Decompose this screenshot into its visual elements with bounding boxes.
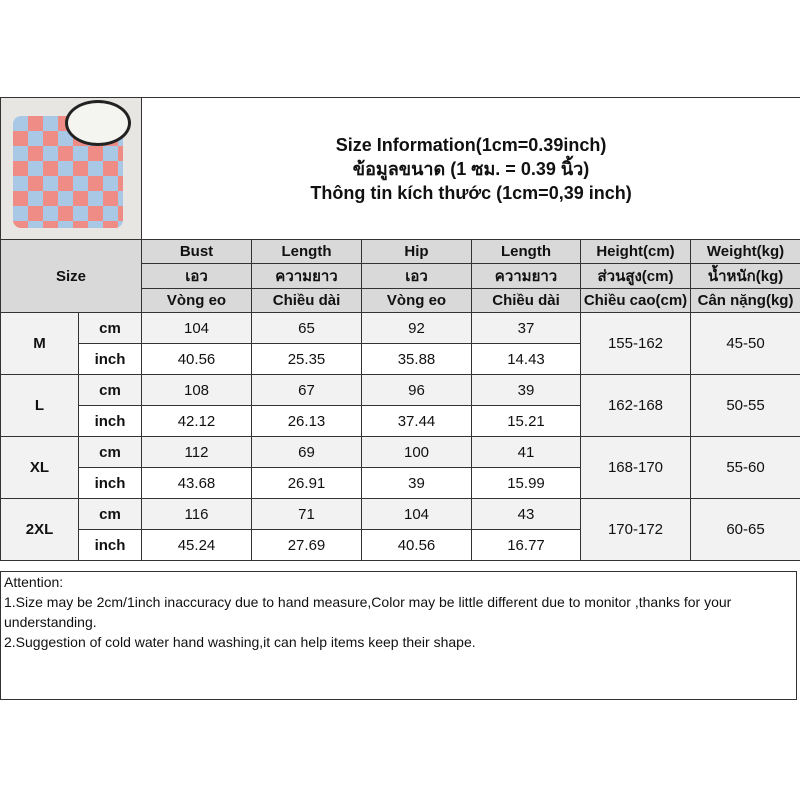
title-th: ข้อมูลขนาด (1 ซม. = 0.39 นิ้ว) <box>352 158 590 179</box>
inch-value: 40.56 <box>361 529 472 561</box>
cm-value: 67 <box>251 374 362 406</box>
cm-value: 41 <box>471 436 581 468</box>
height-range: 155-162 <box>580 312 691 375</box>
height-range: 170-172 <box>580 498 691 561</box>
table-row: inch 45.24 27.69 40.56 16.77 <box>1 529 800 561</box>
column-header-th: ความยาว <box>251 263 362 289</box>
column-header-vi: Chiều cao(cm) <box>580 288 691 313</box>
column-header-th: น้ำหนัก(kg) <box>689 263 800 289</box>
weight-range: 45-50 <box>689 312 800 375</box>
inch-value: 35.88 <box>361 343 472 375</box>
column-header-en: Weight(kg) <box>689 239 800 264</box>
column-header-en: Bust <box>141 239 252 264</box>
inch-value: 14.43 <box>471 343 581 375</box>
inch-value: 26.91 <box>251 467 362 499</box>
table-row: inch 42.12 26.13 37.44 15.21 <box>1 405 800 437</box>
weight-range: 55-60 <box>689 436 800 499</box>
inch-value: 45.24 <box>141 529 252 561</box>
cm-value: 104 <box>361 498 472 530</box>
column-header-en: Length <box>471 239 581 264</box>
cm-value: 112 <box>141 436 252 468</box>
cm-value: 104 <box>141 312 252 344</box>
size-label: XL <box>0 436 79 499</box>
column-header-vi: Vòng eo <box>361 288 472 313</box>
weight-range: 50-55 <box>689 374 800 437</box>
attention-note-2: 2.Suggestion of cold water hand washing,… <box>4 634 476 650</box>
inch-value: 40.56 <box>141 343 252 375</box>
unit-cm: cm <box>78 312 142 344</box>
size-label: 2XL <box>0 498 79 561</box>
table-row: inch 40.56 25.35 35.88 14.43 <box>1 343 800 375</box>
cm-value: 116 <box>141 498 252 530</box>
inch-value: 15.99 <box>471 467 581 499</box>
inch-value: 42.12 <box>141 405 252 437</box>
column-header-th: เอว <box>361 263 472 289</box>
size-label: M <box>0 312 79 375</box>
unit-inch: inch <box>78 343 142 375</box>
inch-value: 39 <box>361 467 472 499</box>
attention-heading: Attention: <box>4 574 64 590</box>
table-row: 2XL cm 116 71 104 43 170-172 60-65 <box>0 498 800 561</box>
column-header-en: Height(cm) <box>580 239 691 264</box>
height-range: 168-170 <box>580 436 691 499</box>
inch-value: 16.77 <box>471 529 581 561</box>
cm-value: 92 <box>361 312 472 344</box>
chart-title: Size Information(1cm=0.39inch) ข้อมูลขนา… <box>140 97 800 240</box>
unit-inch: inch <box>78 405 142 437</box>
size-header: Size <box>0 239 142 313</box>
inch-value: 15.21 <box>471 405 581 437</box>
unit-cm: cm <box>78 498 142 530</box>
inch-value: 43.68 <box>141 467 252 499</box>
table-row: inch 43.68 26.91 39 15.99 <box>1 467 800 499</box>
inch-value: 27.69 <box>251 529 362 561</box>
column-header-th: ความยาว <box>471 263 581 289</box>
column-header-vi: Cân nặng(kg) <box>689 288 800 313</box>
panda-pillow-image <box>65 100 131 146</box>
column-header-vi: Vòng eo <box>141 288 252 313</box>
title-vi: Thông tin kích thước (1cm=0,39 inch) <box>310 182 632 203</box>
cm-value: 71 <box>251 498 362 530</box>
cm-value: 69 <box>251 436 362 468</box>
unit-cm: cm <box>78 374 142 406</box>
weight-range: 60-65 <box>689 498 800 561</box>
inch-value: 25.35 <box>251 343 362 375</box>
column-header-en: Hip <box>361 239 472 264</box>
inch-value: 37.44 <box>361 405 472 437</box>
unit-inch: inch <box>78 467 142 499</box>
size-label: L <box>0 374 79 437</box>
cm-value: 100 <box>361 436 472 468</box>
unit-inch: inch <box>78 529 142 561</box>
cm-value: 108 <box>141 374 252 406</box>
title-en: Size Information(1cm=0.39inch) <box>335 134 607 155</box>
attention-note-1: 1.Size may be 2cm/1inch inaccuracy due t… <box>4 594 732 630</box>
product-photo <box>0 97 142 240</box>
cm-value: 96 <box>361 374 472 406</box>
size-table: Size Information(1cm=0.39inch) ข้อมูลขนา… <box>0 97 800 561</box>
inch-value: 26.13 <box>251 405 362 437</box>
cm-value: 43 <box>471 498 581 530</box>
cm-value: 65 <box>251 312 362 344</box>
attention-notes: Attention: 1.Size may be 2cm/1inch inacc… <box>0 571 797 700</box>
size-chart: Size Information(1cm=0.39inch) ข้อมูลขนา… <box>0 97 800 561</box>
table-row: XL cm 112 69 100 41 168-170 55-60 <box>0 436 800 499</box>
column-header-th: ส่วนสูง(cm) <box>580 263 691 289</box>
column-header-vi: Chiều dài <box>251 288 362 313</box>
column-header-vi: Chiều dài <box>471 288 581 313</box>
height-range: 162-168 <box>580 374 691 437</box>
unit-cm: cm <box>78 436 142 468</box>
cm-value: 37 <box>471 312 581 344</box>
column-header-en: Length <box>251 239 362 264</box>
column-header-th: เอว <box>141 263 252 289</box>
cm-value: 39 <box>471 374 581 406</box>
